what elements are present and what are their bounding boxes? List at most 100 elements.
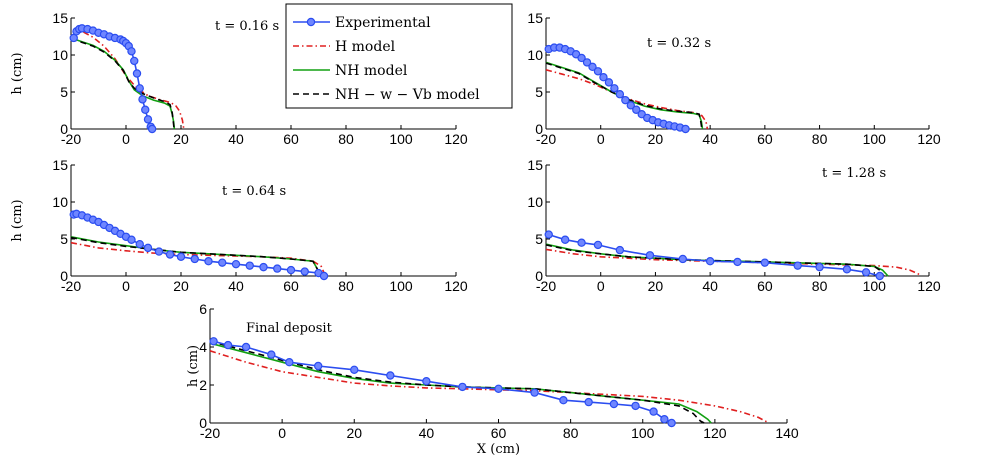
data-point — [209, 337, 218, 346]
data-point — [494, 384, 503, 393]
x-tick-label: 100 — [389, 278, 413, 294]
data-point — [861, 268, 871, 277]
data-point — [223, 340, 233, 350]
data-point — [147, 124, 157, 134]
x-tick-label: 40 — [419, 425, 435, 441]
y-tick-label: 15 — [52, 10, 68, 26]
data-point — [667, 418, 676, 428]
data-point — [577, 53, 586, 63]
data-point — [705, 257, 715, 266]
x-tick-label: 60 — [757, 131, 773, 147]
data-point — [245, 261, 254, 270]
y-tick-label: 2 — [199, 377, 207, 393]
data-point — [632, 105, 641, 114]
y-tick-label: 15 — [52, 157, 68, 173]
x-tick-label: 120 — [917, 131, 941, 147]
data-point — [588, 62, 597, 72]
data-point — [615, 245, 625, 255]
data-point — [313, 361, 323, 371]
data-point — [127, 47, 136, 56]
data-point — [815, 262, 824, 272]
x-tick-label: -20 — [200, 425, 220, 441]
x-tick-label: 100 — [631, 425, 655, 441]
data-point — [582, 58, 592, 67]
data-point — [875, 271, 884, 281]
y-axis-label: h (cm) — [186, 345, 201, 387]
data-point — [319, 271, 329, 281]
x-tick-label: 60 — [283, 131, 299, 147]
data-point — [141, 105, 150, 114]
series-line-3 — [545, 62, 703, 130]
data-point — [609, 399, 619, 409]
x-tick-label: 100 — [389, 131, 413, 147]
data-point — [130, 56, 139, 66]
data-point — [386, 371, 395, 380]
x-tick-label: 0 — [597, 278, 605, 294]
y-tick-label: 15 — [527, 157, 543, 173]
x-tick-label: 80 — [563, 425, 579, 441]
data-point — [127, 235, 136, 244]
y-tick-label: 10 — [52, 194, 68, 210]
data-point — [176, 252, 186, 261]
x-tick-label: 80 — [812, 278, 828, 294]
data-point — [678, 254, 687, 264]
panel-annotation: t = 1.28 s — [822, 166, 886, 181]
legend-label-1: H model — [335, 39, 396, 55]
data-point — [621, 95, 630, 105]
x-tick-label: -20 — [61, 278, 81, 294]
data-point — [458, 382, 467, 392]
data-point — [285, 358, 294, 367]
data-point — [259, 262, 268, 272]
x-tick-label: -20 — [61, 131, 81, 147]
x-tick-label: 140 — [775, 425, 799, 441]
x-tick-label: 40 — [228, 131, 244, 147]
data-point — [760, 258, 770, 267]
x-tick-label: -20 — [536, 278, 556, 294]
data-point — [154, 247, 164, 256]
y-tick-label: 10 — [527, 194, 543, 210]
x-tick-label: 60 — [283, 278, 299, 294]
x-tick-label: 20 — [173, 278, 189, 294]
y-tick-label: 4 — [199, 339, 207, 355]
data-point — [660, 415, 669, 424]
data-point — [286, 265, 296, 275]
y-tick-label: 0 — [535, 268, 543, 284]
panel-annotation: t = 0.64 s — [222, 184, 286, 199]
y-axis-label: h (cm) — [10, 52, 25, 94]
data-point — [241, 342, 251, 352]
x-tick-label: 0 — [278, 425, 286, 441]
data-point — [204, 257, 213, 266]
panel-annotation: t = 0.32 s — [647, 36, 711, 51]
panel-annotation: Final deposit — [246, 321, 333, 336]
legend-label-0: Experimental — [335, 15, 431, 31]
y-tick-label: 5 — [535, 84, 543, 100]
data-point — [350, 365, 359, 374]
x-axis-label: X (cm) — [477, 442, 520, 457]
data-point — [300, 267, 309, 276]
data-point — [577, 238, 586, 247]
y-tick-label: 5 — [60, 231, 68, 247]
data-point — [681, 124, 690, 134]
data-point — [165, 250, 175, 259]
data-point — [560, 235, 570, 244]
data-point — [615, 90, 625, 99]
x-tick-label: 40 — [702, 131, 718, 147]
x-tick-label: 40 — [228, 278, 244, 294]
x-tick-label: 100 — [863, 131, 887, 147]
y-tick-label: 10 — [52, 47, 68, 63]
data-point — [842, 265, 852, 274]
y-axis-label: h (cm) — [10, 199, 25, 241]
data-point — [218, 258, 227, 267]
data-point — [231, 259, 241, 269]
data-point — [138, 95, 147, 104]
data-point — [559, 396, 568, 405]
data-point — [135, 84, 144, 93]
series-line-1 — [70, 30, 185, 130]
data-point — [649, 407, 658, 416]
data-point — [584, 397, 593, 407]
y-tick-label: 6 — [199, 301, 207, 317]
